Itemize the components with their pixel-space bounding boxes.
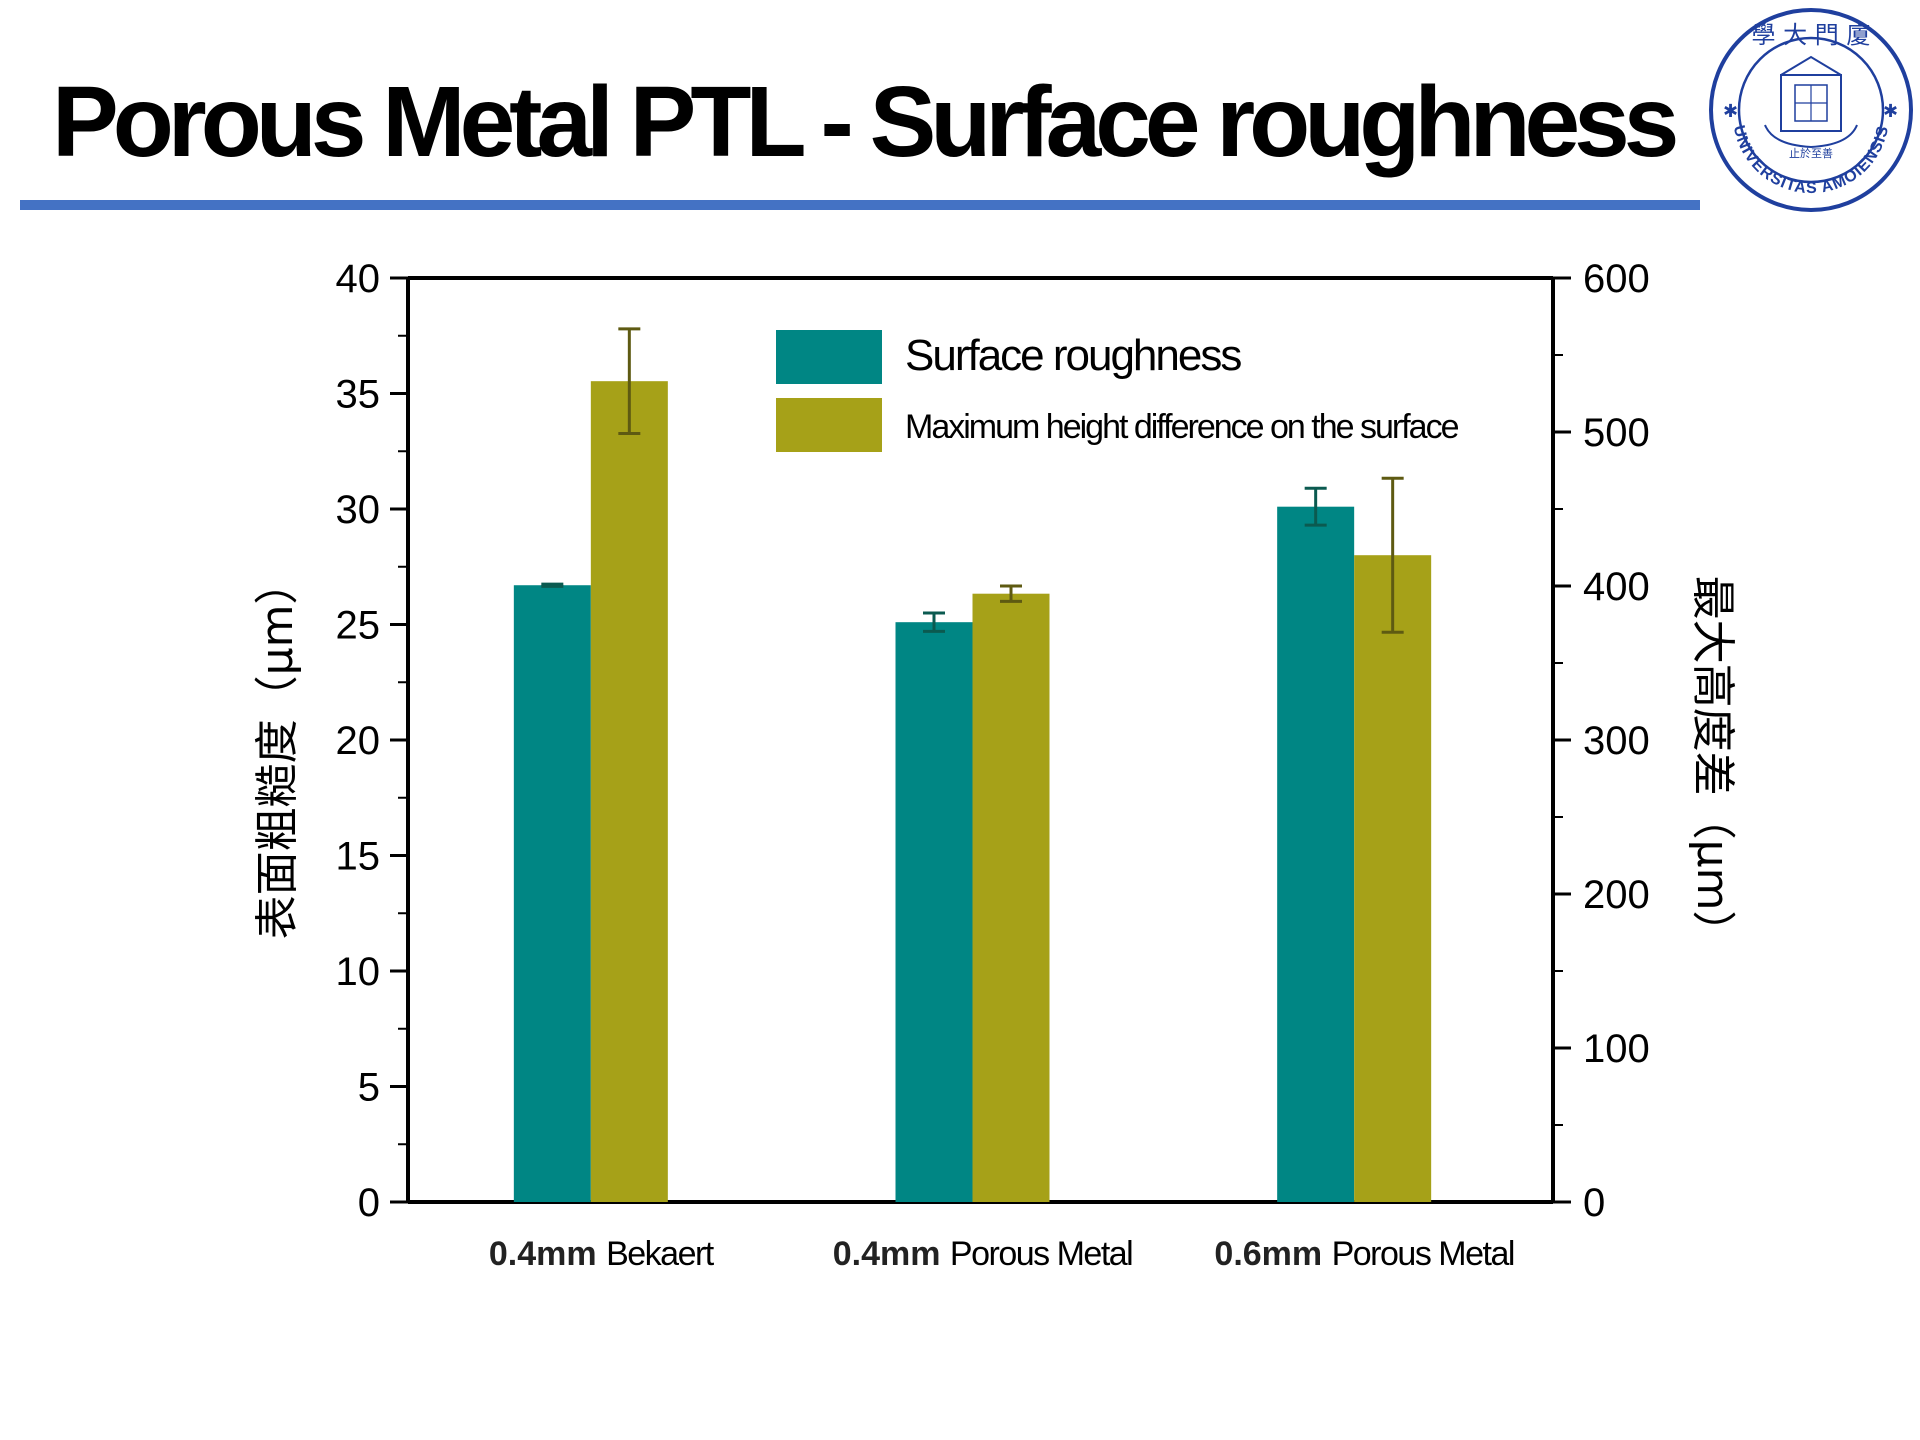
left-tick-label: 25 — [336, 604, 381, 648]
left-tick-label: 15 — [336, 835, 381, 879]
left-axis-label: 表面粗糙度（μm） — [252, 561, 303, 940]
left-tick-label: 30 — [336, 488, 381, 532]
logo-motto: 止於至善 — [1789, 146, 1833, 160]
left-tick-label: 35 — [336, 373, 381, 417]
slide-title: Porous Metal PTL - Surface roughness — [52, 66, 1679, 178]
chart-legend: Surface roughness Maximum height differen… — [776, 330, 1461, 452]
category-labels: 0.4mm Bekaert 0.4mm Porous Metal 0.6mm Por… — [489, 1235, 1516, 1273]
right-tick-label: 300 — [1583, 719, 1650, 763]
right-tick-label: 400 — [1583, 565, 1650, 609]
svg-text:✱: ✱ — [1883, 101, 1898, 121]
bar-left-2 — [1277, 506, 1355, 1202]
left-tick-label: 5 — [358, 1066, 380, 1110]
left-tick-label: 0 — [358, 1181, 380, 1225]
right-axis-ticks: 0 100 200 300 400 500 600 — [1553, 257, 1650, 1225]
legend-swatch-0 — [776, 330, 882, 384]
chart-error-bars — [541, 327, 1404, 634]
right-tick-label: 600 — [1583, 257, 1650, 301]
right-tick-label: 100 — [1583, 1027, 1650, 1071]
category-label: 0.6mm Porous Metal — [1214, 1235, 1514, 1273]
chart-bars — [513, 381, 1432, 1202]
bar-left-1 — [895, 622, 973, 1202]
left-axis-ticks: 0 5 10 15 20 25 30 35 40 — [336, 257, 408, 1225]
left-tick-label: 10 — [336, 950, 381, 994]
legend-swatch-1 — [776, 398, 882, 452]
bar-left-0 — [513, 585, 591, 1202]
right-axis-label: 最大高度差（μm） — [1687, 576, 1738, 955]
legend-label-1: Maximum height difference on the surface — [905, 408, 1459, 446]
right-tick-label: 500 — [1583, 411, 1650, 455]
bar-right-1 — [972, 593, 1050, 1202]
university-seal-icon: 學 大 門 廈 UNIVERSITAS AMOIENSIS ✱ ✱ 止於至善 — [1709, 8, 1913, 212]
bar-right-2 — [1354, 555, 1432, 1202]
category-label: 0.4mm Bekaert — [489, 1235, 715, 1273]
logo-top-text: 學 大 門 廈 — [1752, 21, 1871, 49]
category-label: 0.4mm Porous Metal — [833, 1235, 1133, 1273]
svg-text:✱: ✱ — [1723, 101, 1738, 121]
right-tick-label: 200 — [1583, 873, 1650, 917]
right-tick-label: 0 — [1583, 1181, 1605, 1225]
bar-right-0 — [590, 381, 668, 1202]
title-divider — [20, 200, 1700, 210]
left-tick-label: 40 — [336, 257, 381, 301]
legend-label-0: Surface roughness — [905, 331, 1241, 380]
left-tick-label: 20 — [336, 719, 381, 763]
